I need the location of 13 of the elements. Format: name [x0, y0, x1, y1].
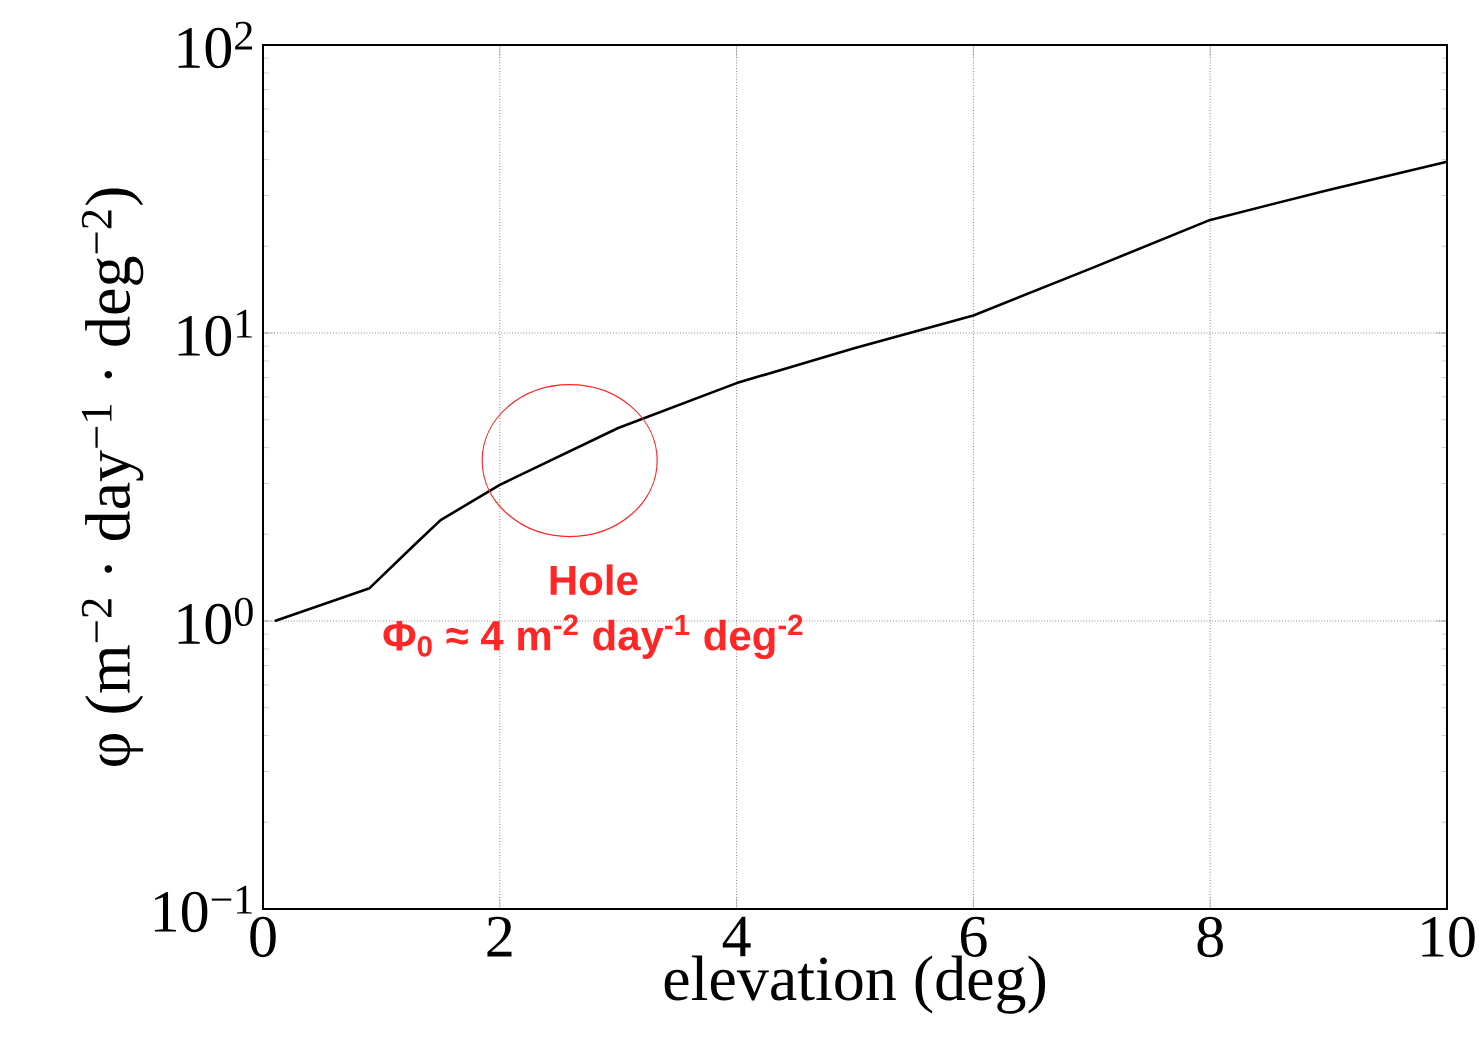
x-tick-label: 0 [250, 916, 276, 958]
x-tick-label: 2 [487, 916, 512, 957]
y-tick-label: 10$^{0}$ [178, 597, 253, 645]
x-tick-label: 8 [1197, 916, 1223, 958]
annotation: Φ$_{0}$ ≈ 4 m$^{-2}$ day$^{-1}$ deg$^{-2}$ [383, 614, 803, 660]
annotation: Hole [550, 564, 638, 596]
x-tick-label: 6 [960, 916, 987, 957]
x-tick-label: 10 [1422, 916, 1475, 958]
y-tick-label: 10$^{1}$ [178, 309, 252, 357]
y-axis-title: φ (m$^{−2}$ · day$^{−1}$ · deg$^{−2}$) [81, 188, 144, 766]
x-axis-title: elevation (deg) [664, 955, 1046, 1014]
y-tick-label: 10$^{2}$ [178, 21, 253, 69]
x-tick-label: 4 [722, 916, 751, 957]
